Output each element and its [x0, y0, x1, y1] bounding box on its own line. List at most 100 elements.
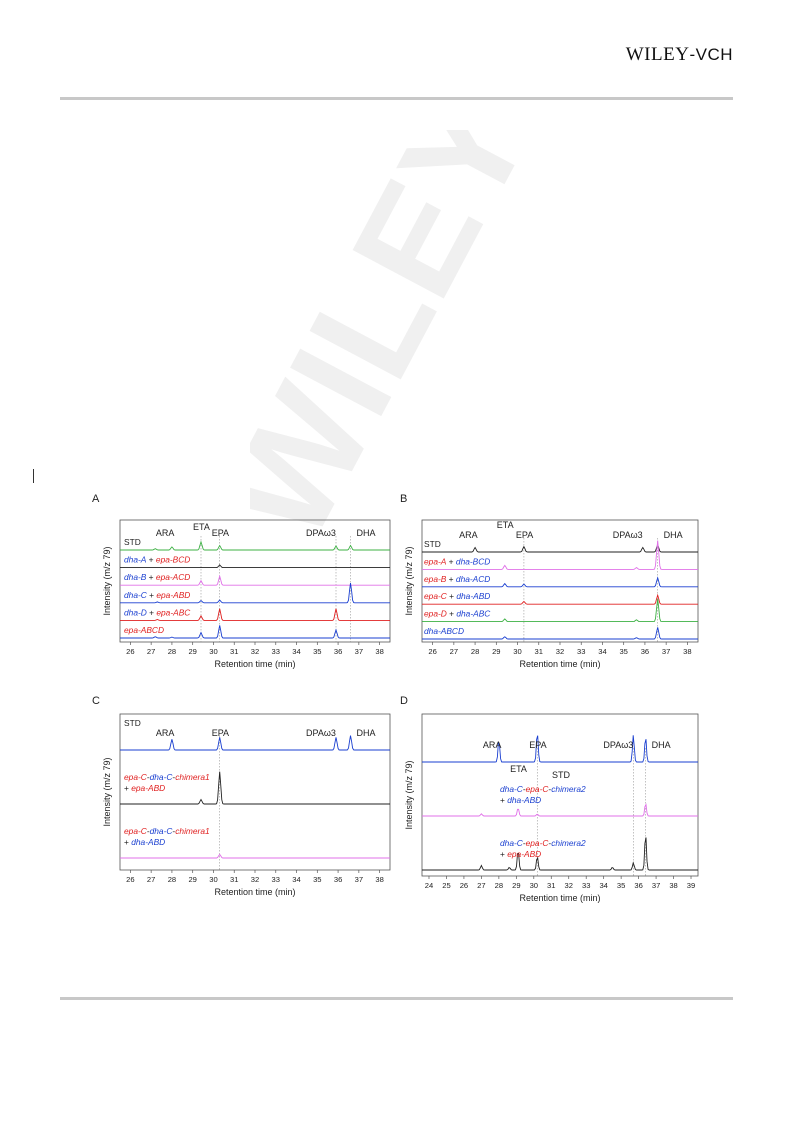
peak-label: STD	[552, 770, 571, 780]
peak-label: DHA	[664, 530, 683, 540]
x-tick-label: 34	[599, 881, 607, 890]
x-tick-label: 26	[126, 875, 134, 884]
x-tick-label: 38	[375, 875, 383, 884]
x-tick-label: 27	[477, 881, 485, 890]
peak-label: ETA	[497, 520, 514, 530]
x-tick-label: 33	[272, 875, 280, 884]
y-axis-label: Intensity (m/z 79)	[404, 760, 414, 829]
peak-label: EPA	[516, 530, 533, 540]
x-tick-label: 28	[168, 647, 176, 656]
panel-letter: A	[92, 493, 100, 505]
series-trace	[422, 599, 698, 623]
peak-label: ARA	[483, 740, 502, 750]
x-tick-label: 35	[617, 881, 625, 890]
x-tick-label: 31	[230, 647, 238, 656]
y-axis-label: Intensity (m/z 79)	[404, 546, 414, 615]
panel-letter: D	[400, 695, 408, 707]
x-tick-label: 32	[565, 881, 573, 890]
x-tick-label: 31	[547, 881, 555, 890]
x-tick-label: 37	[662, 647, 670, 656]
series-label: epa-D + dha-ABC	[424, 609, 491, 619]
x-tick-label: 29	[512, 881, 520, 890]
series-label: dha-C-epa-C-chimera2	[500, 784, 586, 794]
x-axis-label: Retention time (min)	[519, 893, 600, 903]
peak-label: DHA	[652, 740, 671, 750]
x-tick-label: 38	[375, 647, 383, 656]
chromatogram-b: B STD epa-A + dha-BCD epa-B + dha-ACD epa-C …	[400, 493, 699, 669]
peak-label: ARA	[459, 530, 478, 540]
x-tick-label: 35	[619, 647, 627, 656]
series-trace	[120, 771, 390, 805]
x-tick-label: 32	[251, 647, 259, 656]
x-tick-label: 31	[535, 647, 543, 656]
series-label-line2: + epa-ABD	[500, 849, 541, 859]
series-trace	[120, 574, 390, 586]
chromatogram-a: A STD dha-A + epa-BCD dha-B + epa-ACD dha-C …	[92, 493, 391, 669]
series-label: dha-C-epa-C-chimera2	[500, 838, 586, 848]
series-label: dha-B + epa-ACD	[124, 572, 190, 582]
series-trace	[120, 735, 390, 751]
x-tick-label: 35	[313, 647, 321, 656]
peak-label: DPAω3	[613, 530, 643, 540]
series-trace	[422, 543, 698, 553]
peak-label: DPAω3	[306, 528, 336, 538]
x-tick-label: 36	[634, 881, 642, 890]
publisher-logo-sub: -VCH	[689, 45, 733, 64]
x-tick-label: 25	[442, 881, 450, 890]
x-tick-label: 29	[492, 647, 500, 656]
peak-label: EPA	[529, 740, 546, 750]
peak-label: DHA	[357, 728, 376, 738]
x-tick-label: 29	[188, 875, 196, 884]
x-tick-label: 34	[292, 647, 300, 656]
figure-panel-c: C STD epa-C-dha-C-chimera1 + epa-ABD epa-C-d…	[88, 694, 398, 918]
x-tick-label: 30	[530, 881, 538, 890]
figure-panel-b: B STD epa-A + dha-BCD epa-B + dha-ACD epa-C …	[396, 492, 706, 672]
x-tick-label: 24	[425, 881, 433, 890]
header-rule	[60, 97, 733, 100]
series-label: epa-A + dha-BCD	[424, 556, 490, 566]
series-trace	[120, 625, 390, 639]
x-axis-label: Retention time (min)	[214, 659, 295, 669]
series-trace	[120, 853, 390, 859]
series-label: STD	[124, 718, 141, 728]
x-tick-label: 34	[292, 875, 300, 884]
peak-label: EPA	[212, 528, 229, 538]
watermark: WILEY-VCH	[250, 130, 680, 565]
series-trace	[422, 803, 698, 817]
x-tick-label: 26	[460, 881, 468, 890]
x-tick-label: 33	[582, 881, 590, 890]
series-label: STD	[124, 537, 141, 547]
x-tick-label: 27	[147, 647, 155, 656]
peak-label: EPA	[212, 728, 229, 738]
x-tick-label: 28	[471, 647, 479, 656]
series-label-line2: + dha-ABD	[124, 837, 165, 847]
x-tick-label: 30	[209, 875, 217, 884]
series-label: epa-B + dha-ACD	[424, 574, 490, 584]
x-tick-label: 28	[168, 875, 176, 884]
x-tick-label: 26	[428, 647, 436, 656]
x-tick-label: 36	[334, 647, 342, 656]
publisher-logo: WILEY-VCH	[626, 44, 733, 66]
series-label: epa-C-dha-C-chimera1	[124, 772, 210, 782]
series-trace	[422, 627, 698, 640]
x-tick-label: 26	[126, 647, 134, 656]
series-label: dha-C + epa-ABD	[124, 590, 190, 600]
x-tick-label: 36	[334, 875, 342, 884]
x-tick-label: 38	[669, 881, 677, 890]
series-trace	[120, 540, 390, 551]
series-label: epa-C + dha-ABD	[424, 591, 490, 601]
panel-letter: B	[400, 493, 407, 505]
x-tick-label: 37	[652, 881, 660, 890]
series-trace	[120, 608, 390, 621]
x-axis-label: Retention time (min)	[214, 887, 295, 897]
x-tick-label: 32	[251, 875, 259, 884]
peak-label: DPAω3	[306, 728, 336, 738]
x-tick-label: 33	[272, 647, 280, 656]
x-tick-label: 27	[147, 875, 155, 884]
x-tick-label: 27	[450, 647, 458, 656]
x-tick-label: 37	[355, 647, 363, 656]
series-label: epa-C-dha-C-chimera1	[124, 826, 210, 836]
series-label: dha-D + epa-ABC	[124, 607, 191, 617]
